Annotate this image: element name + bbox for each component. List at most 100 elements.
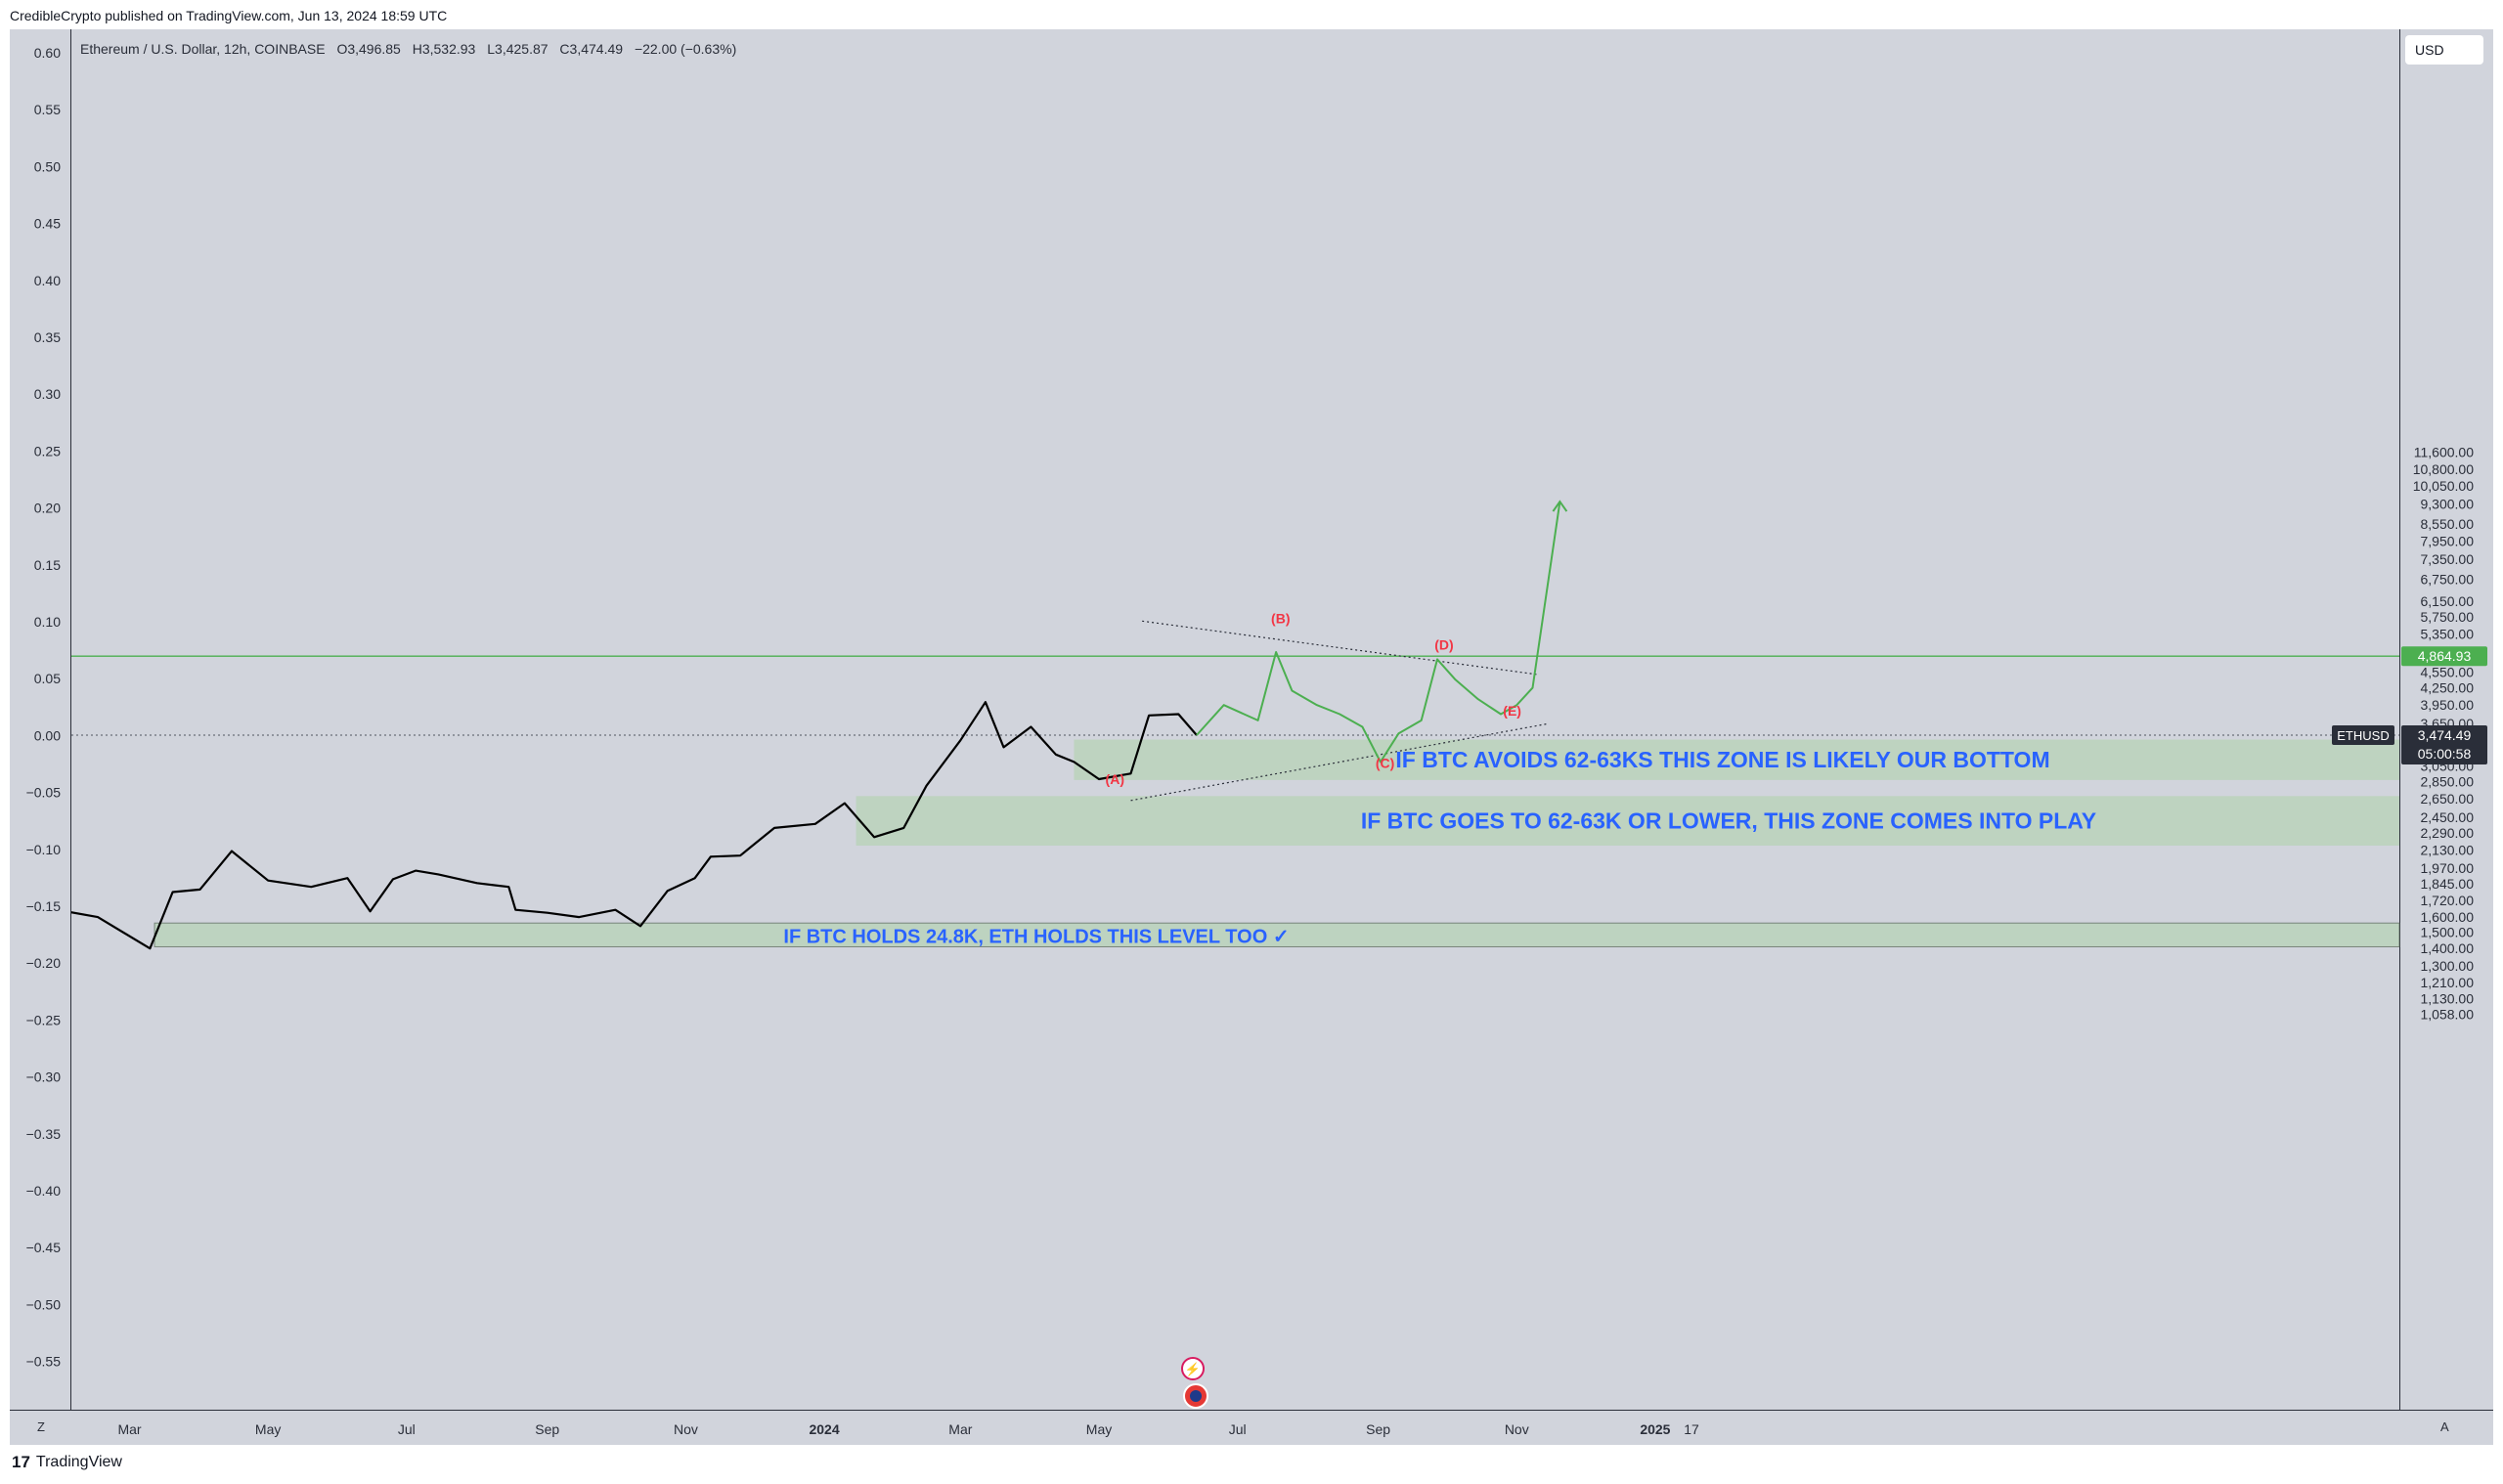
open-value: 3,496.85 [347,41,401,57]
triangle-upper-line [1142,620,1538,676]
price-axis-tick: 3,950.00 [2421,697,2475,713]
zone-3 [154,922,2400,947]
timezone-corner[interactable]: Z [37,1419,45,1434]
left-axis-tick: 0.30 [34,386,61,402]
left-axis-tick: −0.55 [26,1354,62,1370]
low-label: L [487,41,496,57]
time-axis-tick: Jul [1229,1421,1247,1437]
price-axis[interactable] [2399,29,2494,1410]
tradingview-logo[interactable]: 17 TradingView [12,1453,122,1472]
projection-path [1196,501,1561,764]
symbol-title: Ethereum / U.S. Dollar, 12h, COINBASE [80,41,326,57]
left-axis-tick: −0.45 [26,1240,62,1255]
left-axis-tick: −0.25 [26,1012,62,1027]
left-axis-tick: 0.50 [34,158,61,174]
lightning-glyph: ⚡ [1185,1362,1201,1377]
time-axis[interactable] [10,1410,2493,1446]
publisher-caption: CredibleCrypto published on TradingView.… [10,8,448,23]
currency-button[interactable]: USD [2405,35,2483,65]
time-axis-tick: 2024 [809,1421,839,1437]
time-axis-tick: 17 [1684,1421,1699,1437]
time-axis-tick: Nov [1505,1421,1529,1437]
price-axis-tick: 8,550.00 [2421,516,2475,532]
left-axis-tick: 0.10 [34,614,61,630]
high-value: 3,532.93 [421,41,476,57]
price-axis-tick: 11,600.00 [2414,445,2474,460]
auto-scale-corner[interactable]: A [2440,1419,2449,1434]
level-price-tag [2401,646,2487,667]
price-axis-tick: 2,850.00 [2421,774,2475,790]
current-price-value: 3,474.49 [2418,727,2472,743]
open-label: O [336,41,348,57]
left-axis-tick: 0.40 [34,273,61,288]
projection-arrowhead [1552,500,1568,512]
price-axis-tick: 1,400.00 [2421,940,2475,956]
wave-label-e: (E) [1503,703,1521,719]
time-axis-tick: Jul [398,1421,416,1437]
price-axis-tick: 1,210.00 [2421,975,2475,990]
left-axis-tick: 0.35 [34,329,61,345]
price-axis-tick: 2,290.00 [2421,825,2475,841]
symbol-tag-label: ETHUSD [2337,728,2389,743]
low-value: 3,425.87 [495,41,549,57]
price-axis-tick: 5,350.00 [2421,626,2475,641]
left-axis-tick: 0.45 [34,216,61,232]
us-flag-canton [1190,1390,1202,1402]
left-axis-tick: 0.60 [34,45,61,61]
price-axis-tick: 1,300.00 [2421,958,2475,974]
close-label: C [559,41,570,57]
price-axis-tick: 1,720.00 [2421,893,2475,908]
left-axis-tick: −0.20 [26,955,62,971]
left-axis-tick: −0.50 [26,1296,62,1312]
wave-label-c: (C) [1376,756,1394,771]
price-axis-tick: 10,050.00 [2413,478,2474,494]
price-axis-tick: 2,450.00 [2421,809,2475,825]
lightning-icon [1181,1357,1205,1380]
left-axis-tick: 0.15 [34,557,61,573]
time-axis-tick: Nov [674,1421,698,1437]
left-axis-tick: −0.15 [26,898,62,914]
zone-1 [1074,739,2399,780]
price-axis-tick: 1,970.00 [2421,860,2475,876]
price-axis-tick: 6,150.00 [2421,593,2475,609]
left-axis-tick: 0.55 [34,102,61,117]
left-axis[interactable] [10,29,71,1410]
level-price-label: 4,864.93 [2418,648,2472,664]
price-axis-tick: 6,750.00 [2421,572,2475,588]
price-axis-tick: 1,130.00 [2421,991,2475,1007]
zone-label-2: IF BTC GOES TO 62-63K OR LOWER, THIS ZON… [1361,808,2096,834]
price-axis-tick: 10,800.00 [2413,461,2474,477]
time-axis-tick: Sep [535,1421,559,1437]
symbol-tag [2332,725,2394,745]
price-axis-tick: 2,130.00 [2421,842,2475,857]
left-axis-tick: 0.25 [34,443,61,458]
current-price-tag [2401,725,2487,764]
left-axis-tick: 0.00 [34,727,61,743]
wave-label-d: (D) [1434,637,1453,653]
price-axis-tick: 2,650.00 [2421,791,2475,807]
left-axis-tick: −0.35 [26,1126,62,1142]
left-axis-tick: −0.30 [26,1069,62,1085]
zone-label-3: IF BTC HOLDS 24.8K, ETH HOLDS THIS LEVEL… [783,926,1289,947]
chart-frame [10,29,2493,1445]
price-axis-tick: 7,950.00 [2421,533,2475,548]
price-axis-tick: 9,300.00 [2421,497,2475,512]
left-axis-tick: 0.20 [34,501,61,516]
left-axis-tick: −0.40 [26,1183,62,1199]
tradingview-brand: TradingView [35,1454,122,1470]
price-axis-tick: 1,600.00 [2421,909,2475,925]
candle-countdown: 05:00:58 [2418,746,2472,762]
time-axis-tick: May [1086,1421,1112,1437]
time-axis-tick: May [255,1421,281,1437]
time-axis-tick: 2025 [1640,1421,1670,1437]
wave-label-b: (B) [1271,610,1290,626]
left-axis-tick: 0.05 [34,671,61,686]
symbol-legend: Ethereum / U.S. Dollar, 12h, COINBASE O3… [80,41,736,57]
change-value: −22.00 (−0.63%) [634,41,737,57]
price-history-line [71,701,1198,950]
price-axis-tick: 4,250.00 [2421,680,2475,696]
left-axis-tick: −0.05 [26,785,62,801]
price-axis-tick: 1,500.00 [2421,925,2475,940]
price-axis-tick: 4,550.00 [2421,664,2475,679]
